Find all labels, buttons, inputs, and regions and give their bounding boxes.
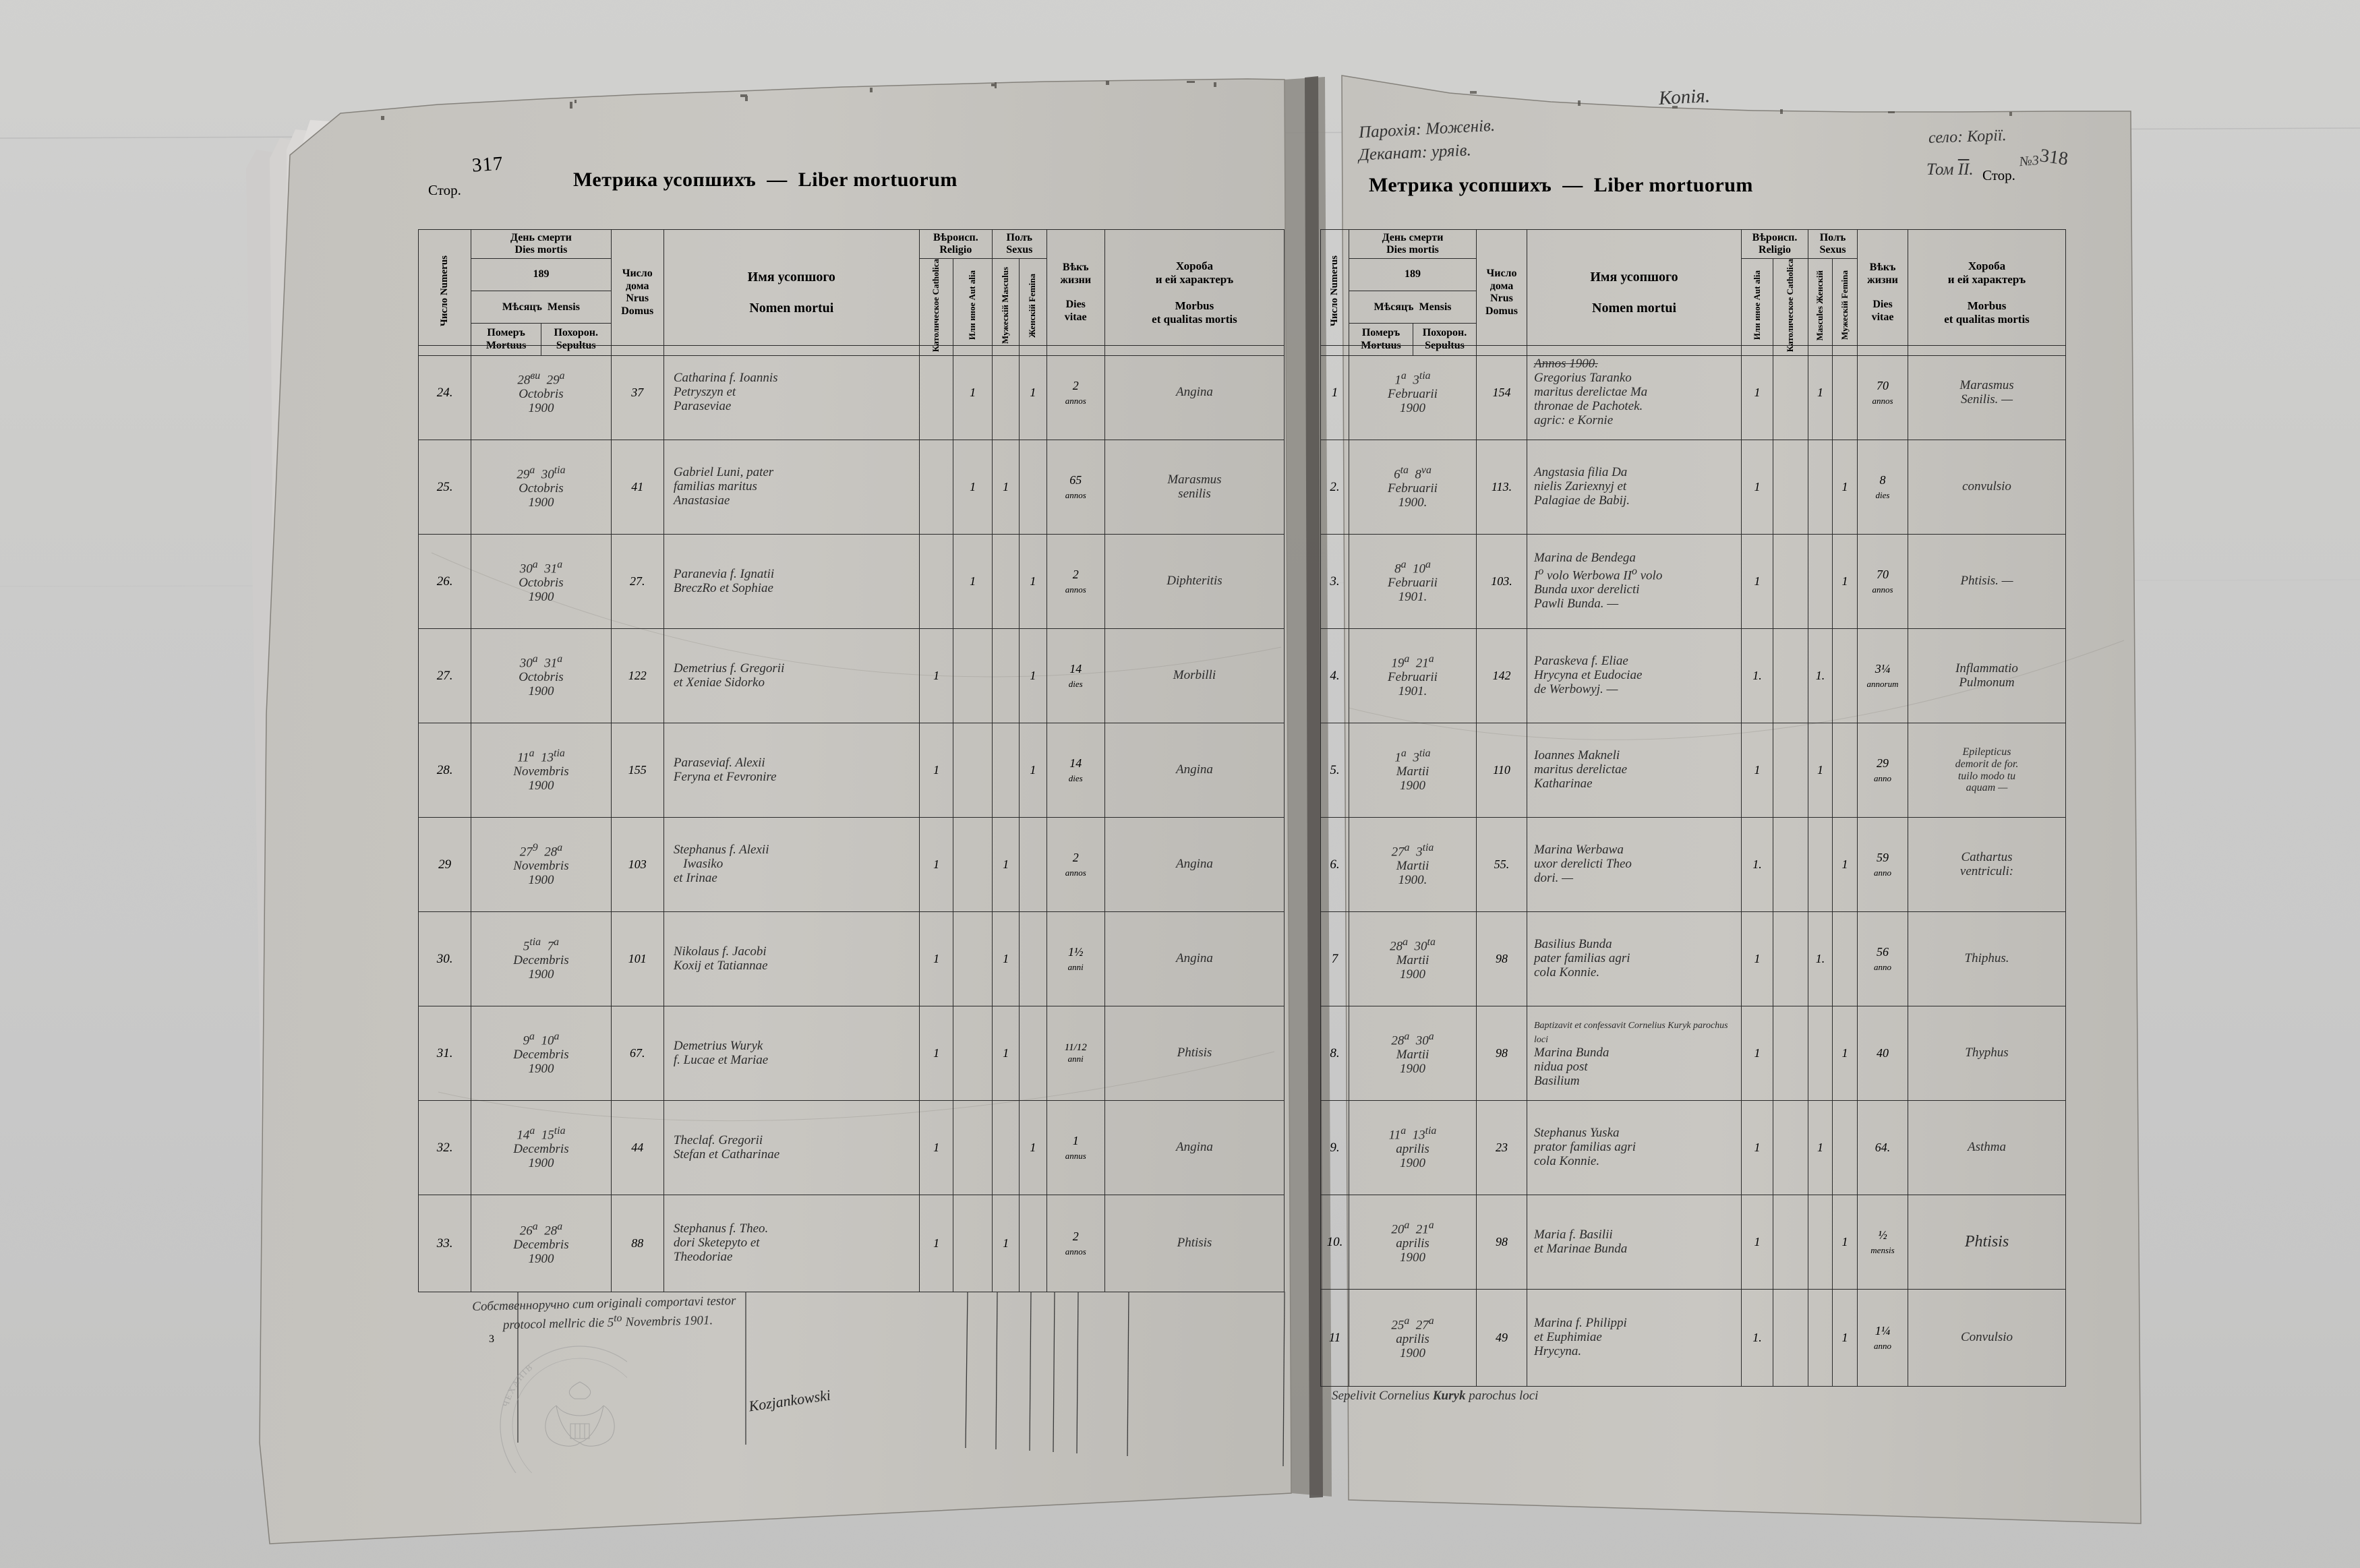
svg-text:ДЕКАНАТ: ДЕКАНАТ — [616, 1452, 627, 1473]
svg-text:ЧЕХАНІВ: ЧЕХАНІВ — [500, 1361, 535, 1408]
